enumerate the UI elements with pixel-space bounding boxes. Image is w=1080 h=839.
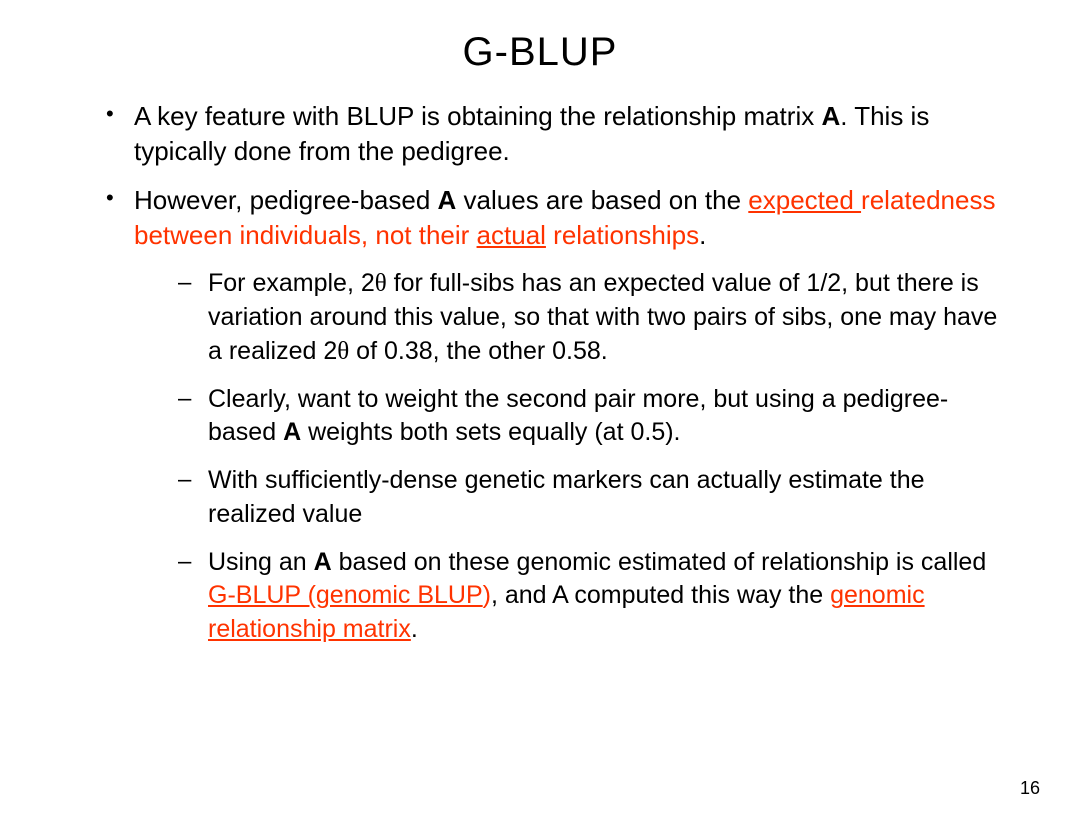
text-segment: Using an — [208, 548, 314, 576]
list-item: With sufficiently-dense genetic markers … — [178, 464, 1010, 532]
text-segment: based on these genomic estimated of rela… — [332, 548, 987, 576]
text-segment: values are based on the — [456, 185, 748, 215]
text-segment: θ — [337, 338, 349, 365]
list-item: Clearly, want to weight the second pair … — [178, 383, 1010, 451]
text-segment: However, pedigree-based — [134, 185, 438, 215]
text-segment: A — [821, 101, 840, 131]
text-segment: expected — [748, 185, 861, 215]
list-item: However, pedigree-based A values are bas… — [100, 183, 1010, 647]
text-segment: A — [283, 418, 301, 446]
text-segment: relationships — [546, 220, 699, 250]
text-segment: , and A computed this way the — [491, 581, 830, 609]
text-segment: weights both sets equally (at 0.5). — [301, 418, 680, 446]
text-segment: With sufficiently-dense genetic markers … — [208, 466, 925, 528]
slide: G-BLUP A key feature with BLUP is obtain… — [0, 0, 1080, 839]
text-segment: actual — [477, 220, 546, 250]
page-number: 16 — [1020, 778, 1040, 799]
text-segment: For example, 2 — [208, 269, 375, 297]
bullet-list-level2: For example, 2θ for full-sibs has an exp… — [134, 267, 1010, 647]
text-segment: A — [438, 185, 457, 215]
list-item: A key feature with BLUP is obtaining the… — [100, 99, 1010, 169]
text-segment: of 0.38, the other 0.58. — [349, 337, 608, 365]
text-segment: . — [699, 220, 706, 250]
text-segment: A — [314, 548, 332, 576]
text-segment: G-BLUP (genomic BLUP — [208, 581, 483, 609]
list-item: Using an A based on these genomic estima… — [178, 546, 1010, 647]
text-segment: ) — [483, 581, 491, 609]
bullet-list-level1: A key feature with BLUP is obtaining the… — [70, 99, 1010, 647]
text-segment: θ — [375, 270, 387, 297]
text-segment: . — [411, 615, 418, 643]
list-item: For example, 2θ for full-sibs has an exp… — [178, 267, 1010, 368]
text-segment: A key feature with BLUP is obtaining the… — [134, 101, 821, 131]
slide-title: G-BLUP — [70, 30, 1010, 75]
